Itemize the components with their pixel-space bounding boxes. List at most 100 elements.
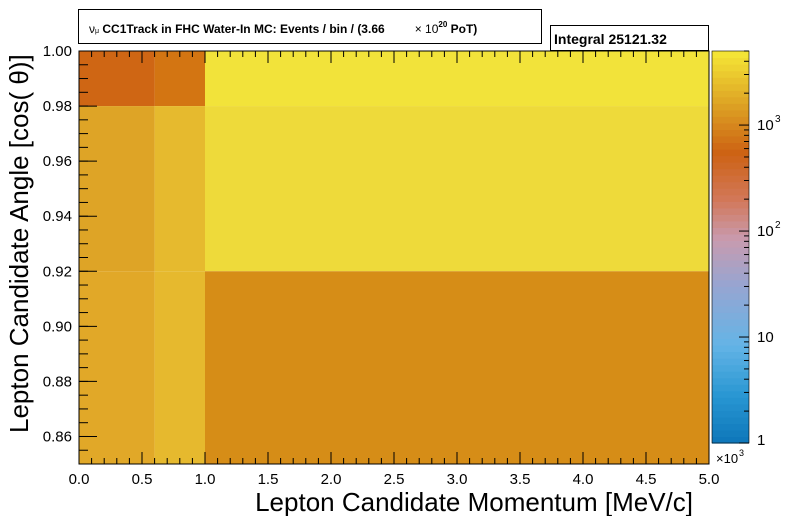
color-scale-segment [712, 312, 749, 320]
color-scale-segment [712, 247, 749, 255]
heatmap-bin [205, 106, 709, 272]
x-tick-label: 2.5 [384, 471, 405, 488]
y-tick-label: 0.98 [43, 98, 72, 115]
x-tick-label: 4.0 [573, 471, 594, 488]
color-scale-label-exponent: 2 [775, 220, 781, 231]
color-scale-segment [712, 371, 749, 379]
stats-label: Integral [554, 31, 605, 47]
color-scale-label-base: 10 [757, 117, 774, 134]
title-particle-subscript: μ [95, 28, 100, 35]
x-tick-label: 2.0 [321, 471, 342, 488]
color-scale-segment [712, 201, 749, 209]
color-scale-segment [712, 358, 749, 366]
color-scale-segment [712, 188, 749, 196]
chart-title: νμ CC1Track in FHC Water-In MC: Events /… [89, 20, 477, 36]
x-multiplier-exponent: 3 [739, 448, 744, 458]
heatmap-bin [79, 51, 155, 107]
color-scale-segment [712, 155, 749, 163]
color-scale-segment [712, 351, 749, 359]
color-scale-segment [712, 331, 749, 340]
title-main: CC1Track in FHC Water-In MC: Events / bi… [102, 22, 385, 36]
color-scale-segment [712, 233, 749, 242]
color-scale-segment [712, 423, 749, 431]
color-scale-segment [712, 83, 749, 91]
color-scale-segment [712, 51, 749, 59]
heatmap-bin [154, 271, 205, 464]
color-scale-segment [712, 390, 749, 398]
title-suffix: PoT) [450, 22, 478, 36]
heatmap-bin [79, 271, 155, 464]
color-scale-segment [712, 109, 749, 117]
color-scale-segment [712, 364, 749, 372]
color-scale-segment [712, 266, 749, 274]
color-scale-segment [712, 181, 749, 189]
heatmap-bin [205, 271, 709, 464]
stats-integral: Integral 25121.32 [554, 31, 667, 47]
y-tick-label: 0.88 [43, 373, 72, 390]
color-scale-segment [712, 292, 749, 300]
color-scale-segment [712, 299, 749, 307]
color-scale-segment [712, 377, 749, 385]
color-scale-label-exponent: 3 [775, 114, 781, 125]
color-scale-label: 10 [757, 329, 774, 346]
color-scale-segment [712, 429, 749, 438]
x-multiplier-base: ×10 [716, 451, 738, 466]
x-tick-label: 1.5 [258, 471, 279, 488]
color-scale-segment [712, 175, 749, 183]
color-scale-segment [712, 436, 749, 444]
color-scale-segment [712, 57, 749, 65]
color-scale-segment [712, 286, 749, 294]
color-scale-segment [712, 142, 749, 150]
color-scale-segment [712, 279, 749, 287]
x-tick-label: 5.0 [699, 471, 720, 488]
color-scale-segment [712, 403, 749, 411]
color-scale-segment [712, 135, 749, 144]
x-multiplier: ×10 3 [716, 448, 744, 466]
stats-value: 25121.32 [608, 31, 667, 47]
color-scale-segment [712, 227, 749, 235]
x-axis: 0.0 0.5 1.0 1.5 2.0 2.5 3.0 3.5 4.0 4.5 5.0 [69, 51, 720, 488]
title-exponent: 20 [438, 20, 448, 29]
color-scale-segment [712, 90, 749, 98]
color-scale-segment [712, 397, 749, 405]
color-scale-segment [712, 338, 749, 346]
stats-box: Integral 25121.32 [550, 25, 709, 51]
color-scale-segment [712, 318, 749, 326]
color-scale-segment [712, 416, 749, 424]
color-scale-segment [712, 64, 749, 72]
color-scale-segment [712, 384, 749, 392]
color-scale-segment [712, 410, 749, 418]
color-scale-segment [712, 325, 749, 333]
color-scale-segment [712, 129, 749, 137]
color-scale-segment [712, 162, 749, 170]
heatmap-bin [154, 106, 205, 272]
color-scale-segment [712, 345, 749, 353]
x-tick-label: 0.5 [132, 471, 153, 488]
color-scale-segment [712, 260, 749, 268]
y-tick-label: 1.00 [43, 43, 72, 60]
color-scale-segment [712, 220, 749, 228]
color-scale-segment [712, 116, 749, 124]
color-scale-segment [712, 96, 749, 104]
x-tick-label: 4.5 [636, 471, 657, 488]
color-scale-segment [712, 273, 749, 281]
y-axis: 0.86 0.88 0.90 0.92 0.94 0.96 0.98 1.00 [43, 43, 97, 465]
color-scale-segment [712, 122, 749, 130]
color-scale-segment [712, 253, 749, 261]
color-scale-label-base: 10 [757, 223, 774, 240]
color-scale-segment [712, 77, 749, 85]
x-tick-label: 0.0 [69, 471, 90, 488]
x-axis-label: Lepton Candidate Momentum [MeV/c] [255, 487, 693, 516]
heatmap-bins [79, 51, 709, 464]
title-times: × 10 [414, 22, 439, 36]
y-tick-label: 0.90 [43, 318, 72, 335]
x-tick-label: 1.0 [195, 471, 216, 488]
color-scale-label: 1 [757, 432, 765, 449]
y-axis-label: Lepton Candidate Angle [cos( θ)] [4, 54, 34, 433]
color-scale-segment [712, 149, 749, 157]
y-tick-label: 0.86 [43, 428, 72, 445]
x-tick-label: 3.5 [510, 471, 531, 488]
x-tick-label: 3.0 [447, 471, 468, 488]
